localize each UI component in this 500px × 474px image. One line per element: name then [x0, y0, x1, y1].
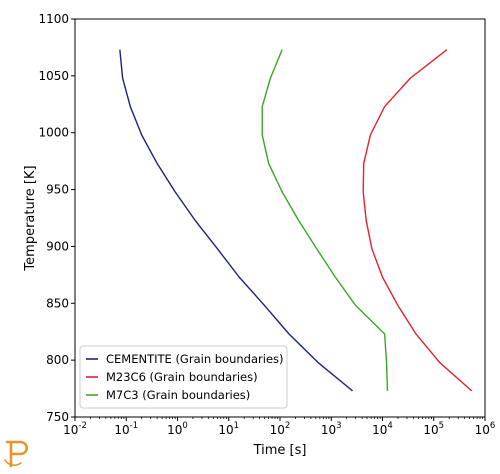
x-tick-label: 101 [218, 421, 239, 437]
y-tick-label: 1000 [38, 126, 69, 140]
series-line-2 [261, 49, 389, 391]
x-tick-label: 104 [372, 421, 393, 437]
series-line-1 [362, 49, 473, 392]
x-tick-label: 105 [423, 421, 444, 437]
series-line-0 [119, 49, 353, 392]
legend-label: CEMENTITE (Grain boundaries) [106, 352, 284, 366]
x-axis-title: Time [s] [253, 443, 307, 458]
series-layer [119, 49, 473, 392]
y-axis-title: Temperature [K] [23, 165, 38, 271]
x-tick-label: 103 [321, 421, 342, 437]
y-tick-label: 1100 [38, 12, 69, 26]
y-tick-label: 800 [46, 353, 69, 367]
y-tick-label: 900 [46, 239, 69, 253]
thermo-calc-logo-icon [4, 440, 29, 468]
y-tick-label: 750 [46, 410, 69, 424]
y-tick-label: 950 [46, 183, 69, 197]
x-tick-label: 10-1 [114, 421, 138, 437]
x-axis: 10-2 10-1 100 101 102 103 104 105 106 [63, 417, 495, 437]
legend-box [79, 345, 288, 409]
y-tick-label: 1050 [38, 69, 69, 83]
legend: CEMENTITE (Grain boundaries) M23C6 (Grain… [79, 345, 288, 409]
y-axis: 750 800 850 900 950 1000 1050 1100 [38, 12, 75, 424]
x-tick-label: 106 [475, 421, 496, 437]
x-tick-label: 100 [167, 421, 188, 437]
y-tick-label: 850 [46, 296, 69, 310]
x-tick-label: 10-2 [63, 421, 87, 437]
legend-label: M23C6 (Grain boundaries) [106, 370, 258, 384]
legend-label: M7C3 (Grain boundaries) [106, 388, 250, 402]
x-tick-label: 102 [270, 421, 291, 437]
